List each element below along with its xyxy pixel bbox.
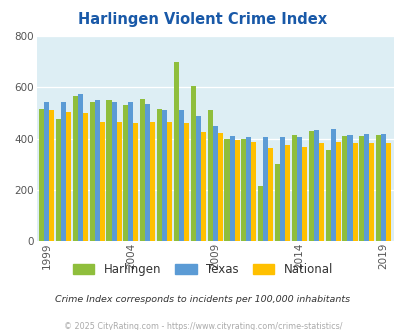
Bar	[385, 143, 390, 241]
Bar	[167, 122, 172, 241]
Bar	[284, 145, 290, 241]
Bar	[140, 99, 145, 241]
Bar	[352, 143, 357, 241]
Bar	[251, 142, 256, 241]
Bar	[90, 102, 94, 241]
Bar	[44, 102, 49, 241]
Bar	[200, 132, 205, 241]
Bar	[56, 119, 61, 241]
Bar	[279, 137, 284, 241]
Bar	[100, 122, 104, 241]
Bar	[111, 102, 116, 241]
Bar	[325, 150, 330, 241]
Bar	[128, 102, 133, 241]
Bar	[72, 96, 78, 241]
Bar	[246, 137, 251, 241]
Bar	[207, 111, 212, 241]
Bar	[318, 143, 323, 241]
Bar	[162, 111, 167, 241]
Bar	[78, 94, 83, 241]
Bar	[195, 115, 200, 241]
Bar	[224, 139, 229, 241]
Bar	[106, 100, 111, 241]
Bar	[123, 105, 128, 241]
Bar	[291, 135, 296, 241]
Bar	[83, 113, 88, 241]
Bar	[375, 135, 380, 241]
Bar	[173, 62, 179, 241]
Bar	[61, 102, 66, 241]
Bar	[301, 147, 306, 241]
Bar	[341, 136, 347, 241]
Bar	[335, 142, 340, 241]
Bar	[241, 139, 246, 241]
Bar	[133, 123, 138, 241]
Bar	[363, 134, 369, 241]
Bar	[150, 122, 155, 241]
Legend: Harlingen, Texas, National: Harlingen, Texas, National	[68, 258, 337, 281]
Bar	[66, 112, 71, 241]
Bar	[308, 131, 313, 241]
Bar	[258, 186, 262, 241]
Bar	[49, 111, 54, 241]
Bar	[268, 148, 273, 241]
Bar	[380, 134, 385, 241]
Bar	[313, 130, 318, 241]
Bar	[145, 104, 150, 241]
Bar	[369, 143, 373, 241]
Bar	[183, 123, 189, 241]
Text: © 2025 CityRating.com - https://www.cityrating.com/crime-statistics/: © 2025 CityRating.com - https://www.city…	[64, 322, 341, 330]
Bar	[217, 134, 222, 241]
Bar	[274, 164, 279, 241]
Bar	[234, 140, 239, 241]
Bar	[262, 137, 268, 241]
Bar	[358, 136, 363, 241]
Bar	[39, 109, 44, 241]
Bar	[157, 109, 162, 241]
Bar	[116, 122, 121, 241]
Bar	[229, 136, 234, 241]
Bar	[296, 137, 301, 241]
Bar	[190, 86, 195, 241]
Bar	[330, 129, 335, 241]
Bar	[179, 111, 183, 241]
Bar	[212, 126, 217, 241]
Text: Crime Index corresponds to incidents per 100,000 inhabitants: Crime Index corresponds to incidents per…	[55, 295, 350, 304]
Text: Harlingen Violent Crime Index: Harlingen Violent Crime Index	[78, 12, 327, 26]
Bar	[94, 100, 100, 241]
Bar	[347, 135, 352, 241]
